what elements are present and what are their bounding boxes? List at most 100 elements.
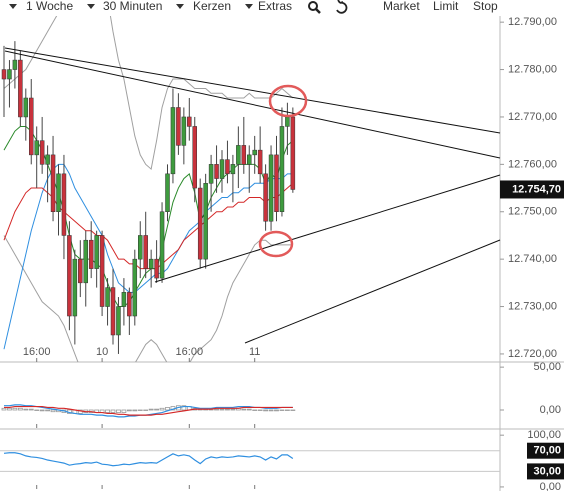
y-tick-label: 0,00 bbox=[540, 481, 561, 491]
histogram-bar bbox=[284, 409, 290, 411]
candle-body bbox=[176, 107, 181, 146]
candle-body bbox=[127, 292, 132, 317]
candle-body bbox=[138, 235, 143, 260]
y-tick-label: 12.790,00 bbox=[508, 16, 557, 28]
candle-body bbox=[236, 145, 241, 165]
histogram-bar bbox=[159, 407, 165, 411]
x-tick-label: 16:00 bbox=[23, 346, 51, 358]
trendline[interactable] bbox=[244, 239, 501, 344]
candle-body bbox=[94, 235, 99, 269]
candle-body bbox=[61, 173, 67, 236]
candle-body bbox=[165, 173, 170, 213]
histogram-bar bbox=[279, 409, 285, 411]
y-tick-label: 12.730,00 bbox=[508, 300, 557, 312]
candle-body bbox=[197, 187, 203, 260]
histogram-bar bbox=[7, 407, 12, 411]
histogram-bar bbox=[105, 409, 110, 413]
histogram-bar bbox=[28, 408, 34, 411]
candle-body bbox=[45, 154, 50, 165]
candle-body bbox=[18, 59, 23, 118]
dropdown-arrow[interactable] bbox=[87, 4, 95, 9]
candle-body bbox=[252, 149, 257, 156]
price-tag-label: 12.754,70 bbox=[512, 183, 561, 195]
y-tick-label: 0,00 bbox=[540, 404, 561, 416]
histogram-bar bbox=[246, 408, 252, 411]
candle-body bbox=[192, 126, 197, 189]
histogram-bar bbox=[252, 409, 258, 411]
x-tick-label: 10 bbox=[96, 346, 108, 358]
order-button[interactable]: Market bbox=[383, 0, 420, 13]
dropdown-arrow[interactable] bbox=[176, 4, 184, 9]
drawings bbox=[4, 47, 501, 344]
histogram-bar bbox=[45, 409, 50, 412]
y-tick-label: 12.770,00 bbox=[508, 111, 557, 123]
indicator-line bbox=[3, 452, 294, 467]
candle-body bbox=[88, 239, 94, 269]
interval-select[interactable]: 30 Minuten bbox=[103, 0, 162, 13]
candle-body bbox=[290, 116, 296, 190]
candle-body bbox=[34, 140, 39, 156]
candle-body bbox=[257, 149, 263, 175]
histogram-bar bbox=[154, 408, 160, 411]
candle-body bbox=[148, 258, 154, 269]
candle-body bbox=[23, 97, 29, 118]
candle-body bbox=[7, 69, 12, 80]
candle-body bbox=[12, 59, 18, 70]
order-button[interactable]: Limit bbox=[433, 0, 459, 13]
extras-menu[interactable]: Extras bbox=[258, 0, 292, 13]
y-tick-label: 12.750,00 bbox=[508, 206, 557, 218]
undo-icon[interactable] bbox=[336, 0, 348, 14]
plot-area bbox=[1, 16, 296, 362]
order-button[interactable]: Stop bbox=[473, 0, 498, 13]
x-tick-label: 11 bbox=[249, 346, 260, 358]
histogram-bar bbox=[241, 408, 247, 411]
candle-body bbox=[187, 116, 192, 127]
candle-body bbox=[230, 164, 236, 175]
candle-body bbox=[29, 97, 34, 156]
trendline[interactable] bbox=[4, 47, 501, 134]
trendline[interactable] bbox=[4, 50, 501, 159]
y-tick-label: 100,00 bbox=[527, 429, 561, 441]
histogram-bar bbox=[214, 408, 219, 411]
range-select[interactable]: 1 Woche bbox=[26, 0, 73, 13]
indicator-line bbox=[4, 405, 293, 416]
candle-body bbox=[268, 154, 274, 222]
candle-body bbox=[72, 258, 78, 317]
candle-body bbox=[1, 69, 7, 80]
histogram-bar bbox=[181, 405, 187, 411]
dropdown-arrow[interactable] bbox=[245, 4, 253, 9]
candle-body bbox=[121, 292, 127, 307]
histogram-bar bbox=[132, 409, 138, 412]
candle-body bbox=[67, 235, 72, 317]
rsi-pane: 100,00 70,00 30,00 0,00 bbox=[0, 429, 564, 491]
plot-area bbox=[1, 404, 296, 418]
histogram-bar bbox=[110, 409, 116, 413]
candle-body bbox=[99, 235, 105, 307]
y-tick-label: 12.780,00 bbox=[508, 63, 557, 75]
candle-body bbox=[181, 116, 187, 146]
highlight-circle[interactable] bbox=[258, 230, 294, 258]
histogram-bar bbox=[148, 408, 154, 411]
zoom-icon[interactable] bbox=[308, 1, 321, 14]
candle-body bbox=[263, 173, 268, 222]
tick-box bbox=[527, 463, 564, 480]
dropdown-arrow[interactable] bbox=[9, 4, 17, 9]
price-tag bbox=[500, 180, 564, 199]
highlight-circle[interactable] bbox=[268, 84, 308, 118]
style-select[interactable]: Kerzen bbox=[193, 0, 231, 13]
candle-body bbox=[279, 126, 285, 213]
candle-body bbox=[132, 258, 138, 317]
candle-body bbox=[214, 164, 219, 179]
trendline[interactable] bbox=[154, 174, 501, 283]
candle-body bbox=[110, 287, 116, 336]
histogram-bar bbox=[290, 409, 296, 411]
histogram-bar bbox=[116, 409, 121, 413]
histogram-bar bbox=[268, 409, 274, 412]
candle-body bbox=[274, 154, 279, 213]
histogram-bar bbox=[165, 407, 170, 411]
histogram-bar bbox=[143, 409, 149, 411]
candle-body bbox=[143, 235, 148, 269]
histogram-bar bbox=[274, 409, 279, 412]
histogram-bar bbox=[121, 409, 127, 413]
